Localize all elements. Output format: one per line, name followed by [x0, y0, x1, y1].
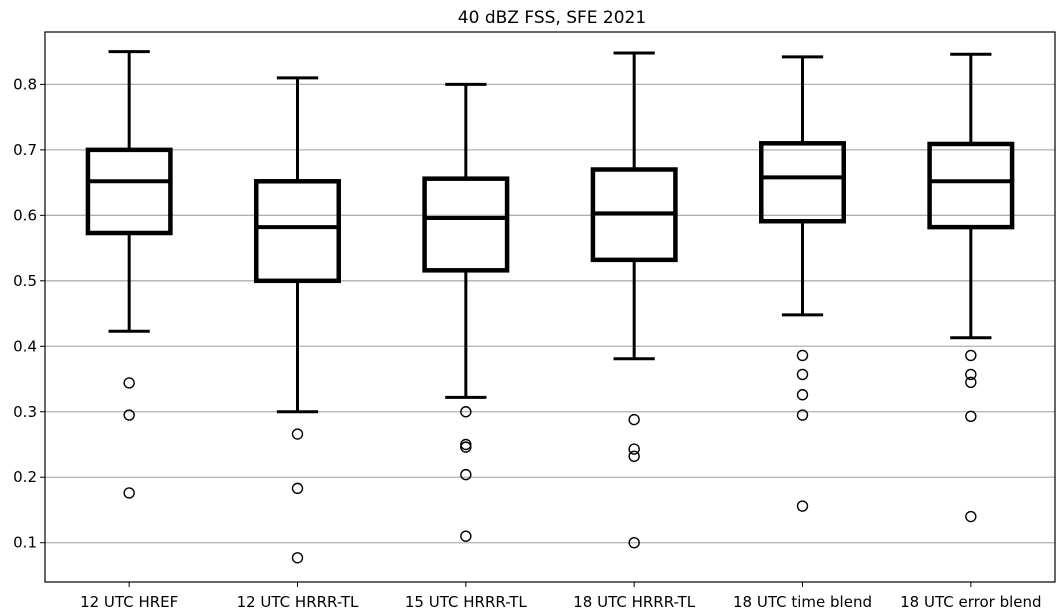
- iqr-box: [927, 141, 1015, 230]
- outlier-point: [628, 450, 640, 462]
- iqr-box: [85, 147, 173, 236]
- boxes: [85, 50, 1015, 564]
- outlier-point: [628, 443, 640, 455]
- outlier-point: [123, 487, 135, 499]
- outlier-point: [291, 552, 304, 564]
- box-group: [590, 51, 678, 549]
- box-group: [759, 55, 846, 512]
- x-tick-label: 18 UTC time blend: [733, 593, 872, 611]
- y-tick-label: 0.7: [13, 141, 37, 159]
- outlier-point: [123, 409, 135, 421]
- x-tick-label: 18 UTC error blend: [900, 593, 1041, 611]
- box-group: [422, 82, 510, 542]
- iqr-box: [254, 179, 341, 284]
- x-tick-label: 18 UTC HRRR-TL: [573, 593, 695, 611]
- iqr-box: [422, 176, 510, 273]
- x-tick-label: 12 UTC HREF: [80, 593, 178, 611]
- outlier-point: [291, 482, 304, 495]
- y-tick-label: 0.5: [13, 272, 37, 290]
- grid-lines: [45, 83, 1055, 544]
- x-axis-ticks: 12 UTC HREF 12 UTC HRRR-TL 15 UTC HRRR-TL 1…: [80, 582, 1042, 611]
- y-tick-label: 0.6: [13, 206, 37, 224]
- outlier-point: [291, 428, 304, 440]
- y-tick-label: 0.2: [13, 468, 37, 486]
- x-tick-label: 15 UTC HRRR-TL: [405, 593, 527, 611]
- outlier-point: [796, 368, 809, 381]
- iqr-box: [759, 141, 846, 224]
- y-tick-label: 0.3: [13, 403, 37, 421]
- y-tick-label: 0.4: [13, 337, 37, 355]
- outlier-point: [796, 500, 809, 512]
- outlier-point: [628, 537, 640, 549]
- outlier-point: [628, 413, 640, 426]
- outlier-point: [460, 441, 472, 453]
- chart-title: 40 dBZ FSS, SFE 2021: [458, 8, 646, 28]
- outlier-point: [460, 468, 472, 481]
- outlier-point: [796, 389, 809, 401]
- outlier-point: [796, 409, 809, 421]
- outlier-point: [796, 349, 809, 362]
- outlier-point: [123, 377, 135, 389]
- x-tick-label: 12 UTC HRRR-TL: [237, 593, 359, 611]
- y-tick-label: 0.1: [13, 534, 37, 552]
- box-group: [254, 76, 341, 564]
- y-axis-ticks: 0.1 0.2 0.3 0.4 0.5 0.6 0.7 0.8: [13, 75, 45, 552]
- plot-frame: [44, 31, 1056, 583]
- y-tick-label: 0.8: [13, 75, 37, 93]
- outlier-point: [965, 410, 977, 423]
- outlier-point: [965, 368, 977, 381]
- outlier-point: [460, 530, 472, 542]
- box-group: [927, 52, 1015, 523]
- outlier-point: [460, 406, 472, 418]
- outlier-point: [965, 349, 977, 362]
- box-group: [85, 50, 173, 499]
- outlier-point: [965, 376, 977, 388]
- outlier-point: [965, 510, 977, 523]
